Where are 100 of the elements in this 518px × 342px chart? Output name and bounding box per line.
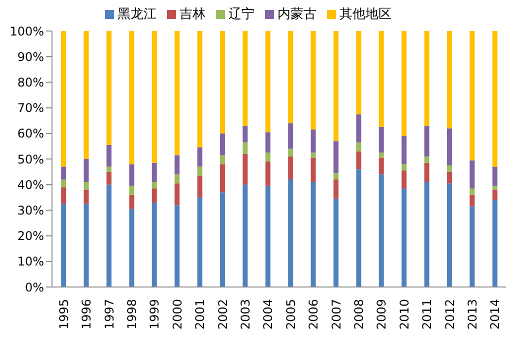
bar: [242, 184, 248, 287]
bar: [333, 198, 338, 287]
y-tick-label: 40%: [17, 178, 44, 192]
bar: [492, 200, 498, 287]
bar: [492, 166, 498, 186]
bar: [402, 136, 407, 164]
bar: [220, 164, 225, 192]
bar: [446, 183, 452, 287]
bar: [242, 31, 248, 126]
y-tick-label: 50%: [17, 152, 44, 166]
y-tick-label: 60%: [17, 126, 44, 141]
x-tick-label: 1999: [148, 299, 162, 330]
bar: [152, 182, 157, 188]
x-tick-label: 2013: [465, 299, 480, 330]
bar: [174, 155, 180, 174]
bar: [470, 194, 475, 206]
y-tick-label: 0%: [24, 280, 44, 294]
bar: [424, 182, 430, 287]
x-tick-label: 2001: [193, 299, 208, 330]
bar: [220, 192, 225, 287]
x-tick-label: 2008: [352, 299, 366, 330]
x-tick-label: 1995: [56, 299, 71, 330]
bar: [61, 31, 66, 167]
bar: [378, 158, 384, 174]
legend-label: 吉林: [180, 7, 206, 22]
bar: [152, 188, 157, 203]
bar: [424, 126, 430, 156]
bar: [265, 162, 270, 186]
y-tick-label: 20%: [17, 229, 44, 244]
bar: [174, 183, 180, 206]
bar: [470, 188, 475, 195]
bar: [288, 156, 294, 180]
x-tick-label: 2005: [284, 299, 298, 330]
bar: [333, 179, 338, 199]
bar: [402, 164, 407, 171]
bar: [288, 179, 294, 287]
bar: [129, 194, 134, 209]
bar: [378, 127, 384, 153]
bar: [242, 142, 248, 154]
x-tick-label: 2002: [216, 299, 230, 330]
bar: [197, 147, 202, 167]
y-tick-label: 100%: [10, 24, 44, 38]
bar: [152, 31, 157, 163]
x-tick-label: 1996: [80, 299, 94, 330]
y-tick-label: 30%: [17, 203, 44, 218]
bar: [61, 166, 66, 180]
bar: [129, 186, 134, 195]
x-tick-label: 2009: [374, 299, 389, 330]
bar: [174, 31, 180, 156]
y-tick-label: 90%: [17, 50, 44, 64]
bar: [288, 148, 294, 156]
bar: [84, 159, 89, 182]
x-tick-label: 2007: [329, 299, 344, 330]
bar: [84, 31, 89, 159]
y-tick-label: 80%: [17, 75, 44, 90]
bar: [61, 204, 66, 287]
x-tick-label: 2011: [420, 299, 434, 330]
y-tick-label: 10%: [17, 254, 44, 269]
bar: [356, 114, 362, 142]
bar: [378, 174, 384, 287]
bar: [84, 182, 89, 190]
legend-label: 内蒙古: [278, 7, 316, 22]
bar: [470, 160, 475, 188]
bar: [106, 184, 112, 287]
x-tick-label: 1997: [102, 299, 116, 330]
bar: [220, 31, 225, 134]
bar: [106, 144, 112, 167]
bar: [197, 176, 202, 198]
bar: [446, 128, 452, 166]
bar: [356, 169, 362, 287]
bar: [470, 31, 475, 160]
bar: [356, 151, 362, 170]
bar: [265, 132, 270, 153]
bar: [197, 197, 202, 287]
bar: [310, 182, 316, 287]
legend-label: 辽宁: [228, 7, 254, 22]
x-tick-label: 2012: [442, 299, 457, 330]
bar: [492, 186, 498, 190]
bar: [492, 190, 498, 200]
bar: [492, 31, 498, 167]
bar: [129, 164, 134, 186]
x-tick-label: 2000: [170, 299, 184, 330]
bar: [333, 141, 338, 174]
bar: [242, 154, 248, 185]
bar: [106, 166, 112, 172]
bar: [446, 165, 452, 172]
bar: [197, 31, 202, 148]
bar: [242, 126, 248, 142]
bar: [220, 155, 225, 164]
bar: [152, 202, 157, 287]
bar: [174, 174, 180, 184]
bar: [197, 166, 202, 176]
bar: [265, 31, 270, 132]
bar: [84, 190, 89, 204]
bar: [378, 31, 384, 127]
bar: [310, 158, 316, 182]
bar: [424, 31, 430, 126]
bar: [84, 204, 89, 287]
bar: [288, 123, 294, 149]
bar: [129, 208, 134, 287]
